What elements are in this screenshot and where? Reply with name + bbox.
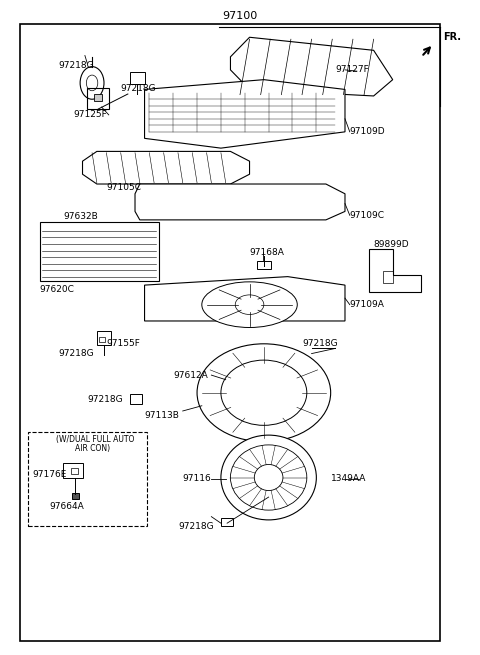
Polygon shape	[369, 250, 421, 291]
Bar	[130, 73, 144, 84]
Text: 89899D: 89899D	[373, 240, 409, 248]
Text: 97218G: 97218G	[120, 84, 156, 92]
Text: 97155F: 97155F	[107, 339, 140, 348]
Bar	[221, 518, 233, 527]
Polygon shape	[135, 184, 345, 220]
Text: 97632B: 97632B	[63, 212, 98, 221]
Ellipse shape	[197, 344, 331, 441]
Text: (W/DUAL FULL AUTO: (W/DUAL FULL AUTO	[56, 435, 135, 444]
Bar	[87, 88, 109, 109]
Ellipse shape	[235, 295, 264, 314]
Text: 97100: 97100	[222, 10, 258, 21]
Text: 97620C: 97620C	[39, 285, 74, 294]
Text: 97218G: 97218G	[59, 61, 94, 70]
Text: 97109C: 97109C	[350, 211, 385, 220]
Polygon shape	[230, 37, 393, 96]
Ellipse shape	[254, 464, 283, 491]
Text: 97218G: 97218G	[59, 349, 94, 358]
Text: 97218G: 97218G	[178, 522, 214, 531]
Ellipse shape	[221, 435, 316, 520]
Polygon shape	[83, 151, 250, 184]
Bar	[95, 94, 102, 100]
Ellipse shape	[230, 445, 307, 510]
Bar	[72, 493, 79, 499]
Text: 97612A: 97612A	[173, 371, 208, 380]
Text: 97218G: 97218G	[87, 395, 123, 403]
Ellipse shape	[221, 360, 307, 425]
Bar	[21, 24, 441, 641]
Text: 97127F: 97127F	[336, 66, 369, 75]
Bar	[257, 261, 271, 269]
Text: 97105C: 97105C	[107, 183, 142, 192]
Text: FR.: FR.	[443, 32, 461, 43]
Text: AIR CON): AIR CON)	[75, 443, 110, 453]
Polygon shape	[144, 276, 345, 321]
Text: 97113B: 97113B	[144, 411, 180, 420]
Text: 1349AA: 1349AA	[331, 474, 366, 483]
Text: 97125F: 97125F	[73, 111, 107, 119]
Text: 97176E: 97176E	[33, 470, 67, 479]
Ellipse shape	[202, 282, 297, 328]
Text: 97218G: 97218G	[302, 339, 337, 348]
Bar	[39, 222, 159, 280]
Bar	[130, 394, 142, 404]
Bar	[383, 271, 393, 283]
Circle shape	[86, 75, 98, 91]
Bar	[97, 331, 111, 345]
Bar	[99, 337, 105, 342]
Text: 97664A: 97664A	[49, 502, 84, 511]
Text: 97116: 97116	[183, 474, 212, 483]
Bar	[28, 432, 147, 527]
Text: 97168A: 97168A	[250, 248, 285, 257]
Bar	[71, 468, 78, 474]
Text: 97109A: 97109A	[350, 300, 384, 309]
Text: 97109D: 97109D	[350, 127, 385, 136]
Circle shape	[80, 67, 104, 99]
Bar	[63, 463, 83, 477]
Polygon shape	[144, 80, 345, 148]
